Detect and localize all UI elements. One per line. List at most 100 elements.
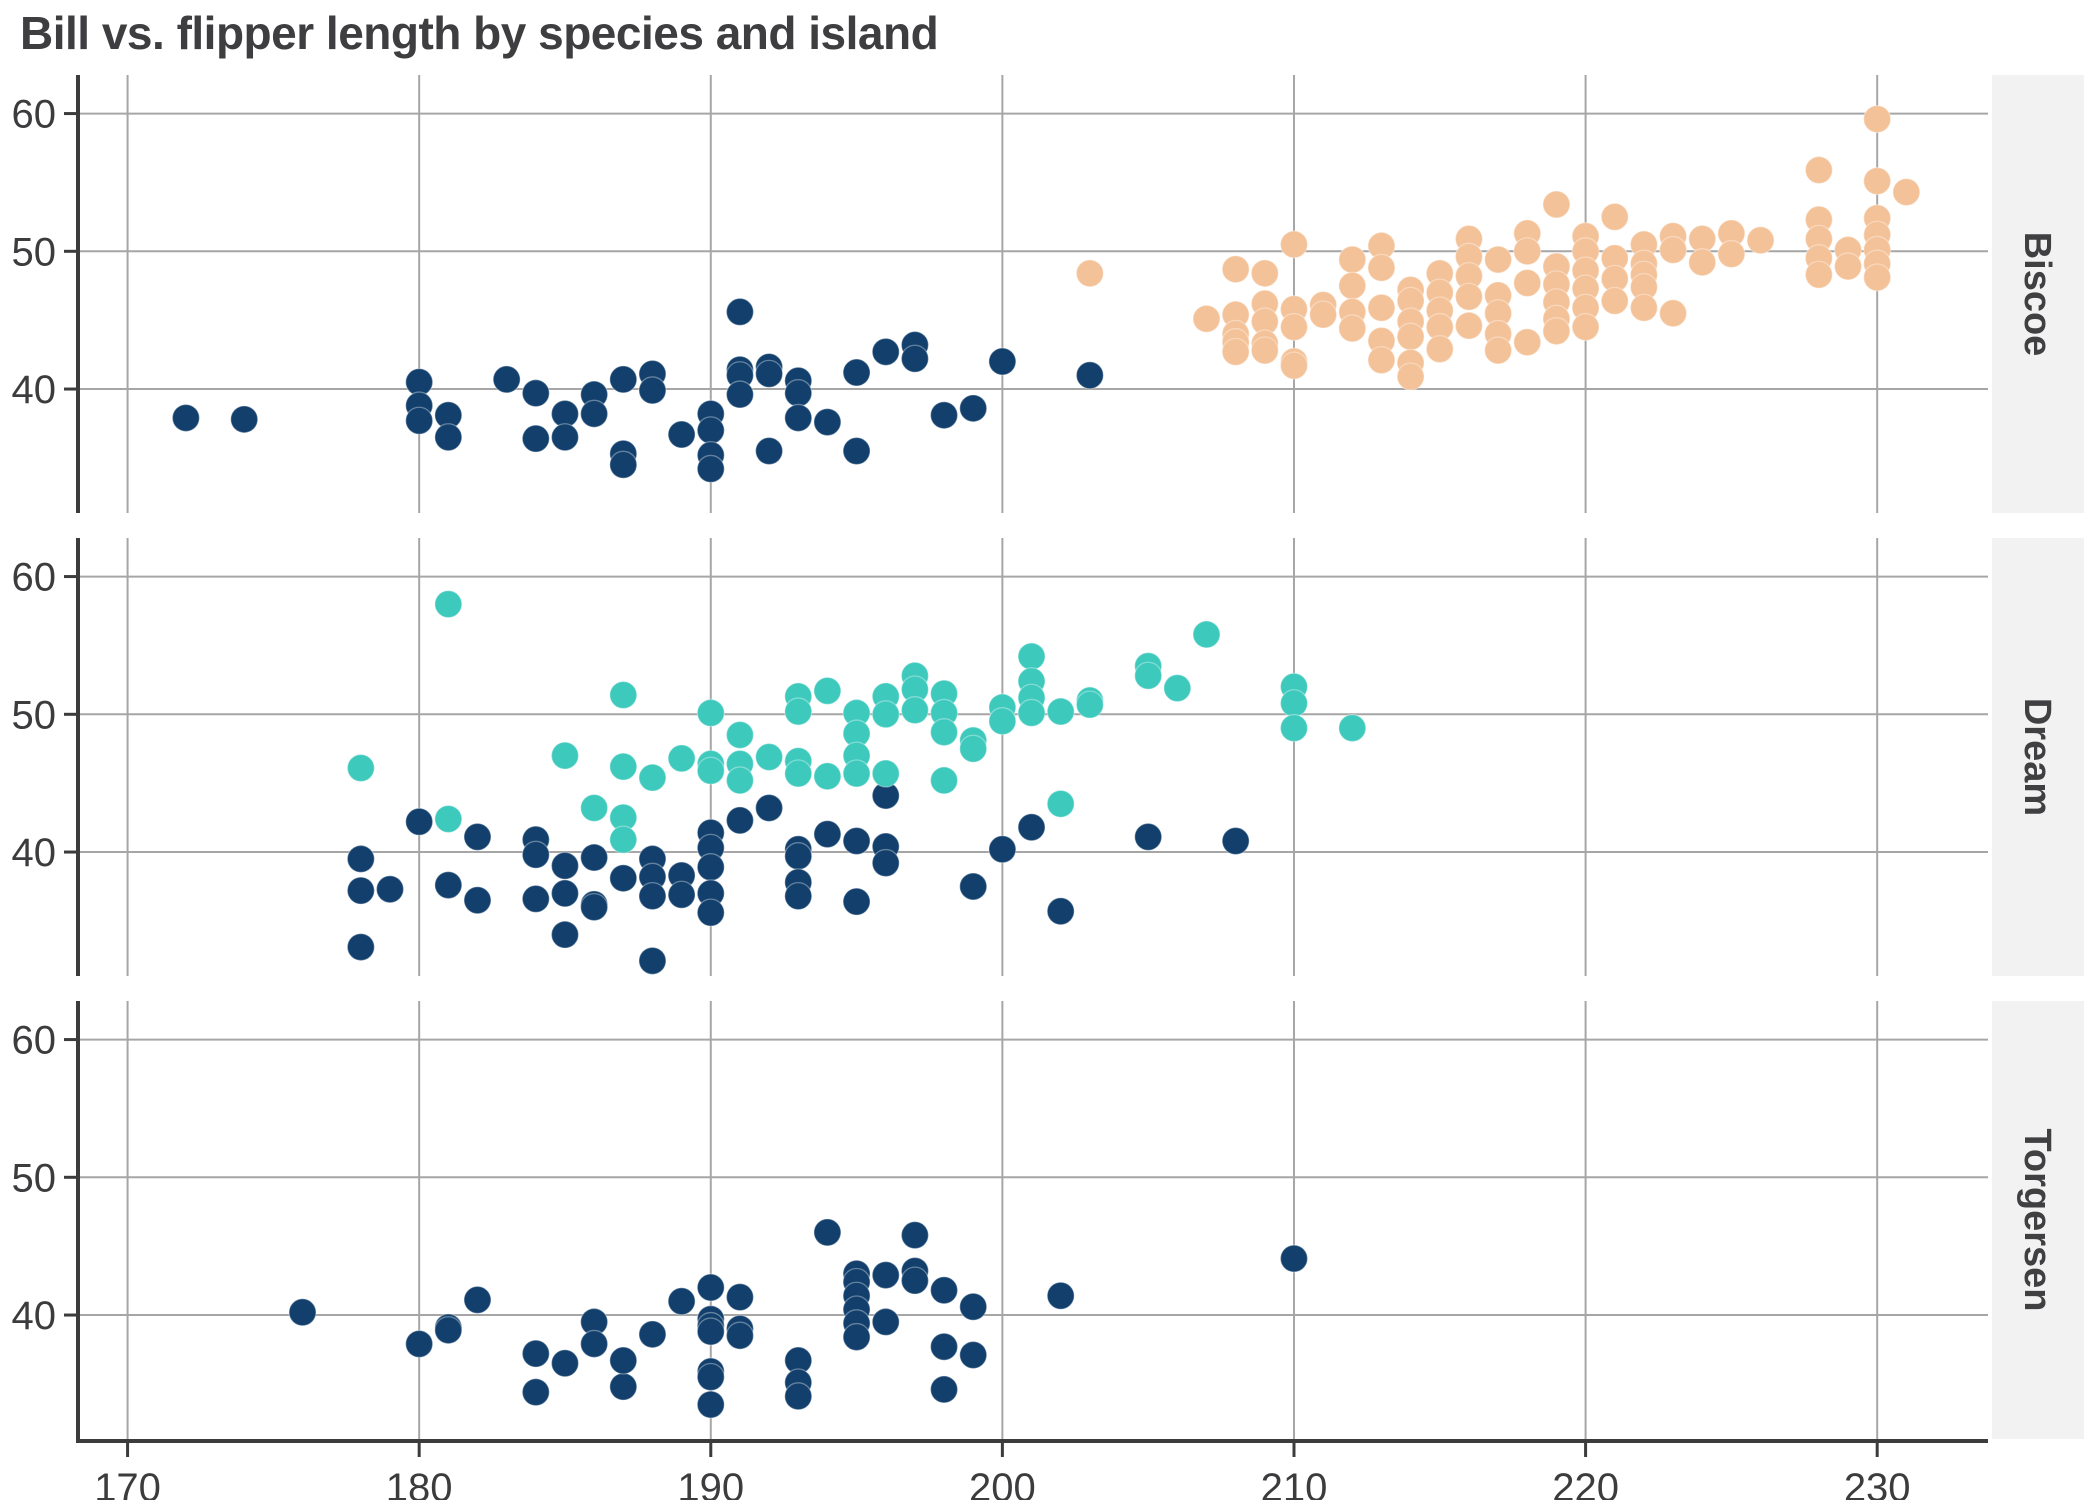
data-point: [463, 1285, 492, 1315]
data-point: [550, 741, 580, 770]
data-point: [1483, 245, 1513, 274]
data-point: [1017, 642, 1046, 671]
data-point: [375, 875, 405, 904]
data-point: [609, 365, 638, 394]
data-point: [1542, 317, 1571, 346]
data-point: [667, 420, 696, 449]
data-point: [521, 884, 550, 914]
data-point: [609, 1346, 638, 1375]
data-point: [1075, 690, 1105, 719]
data-point: [1279, 713, 1309, 743]
data-point: [1163, 673, 1192, 703]
data-point: [346, 876, 376, 905]
data-point: [1717, 239, 1746, 269]
data-point: [667, 880, 696, 909]
data-point: [550, 879, 580, 908]
data-point: [1279, 312, 1309, 342]
data-point: [959, 872, 988, 901]
data-point: [1046, 1281, 1075, 1310]
data-point: [346, 844, 376, 874]
chart-title: Bill vs. flipper length by species and i…: [20, 7, 939, 59]
data-point: [667, 744, 696, 773]
data-point: [638, 1320, 667, 1349]
data-point: [1338, 271, 1367, 300]
data-point: [900, 1221, 930, 1250]
data-point: [1600, 202, 1629, 232]
data-point: [871, 337, 900, 366]
y-tick-label: 60: [12, 556, 57, 600]
data-point: [813, 676, 842, 706]
data-point: [1017, 698, 1046, 728]
data-point: [929, 766, 959, 795]
data-point: [696, 698, 725, 728]
data-point: [929, 1276, 959, 1305]
data-point: [1017, 813, 1046, 842]
facet-strip-label-dream: Dream: [2016, 698, 2058, 816]
data-point: [725, 1321, 755, 1350]
data-point: [1279, 1244, 1309, 1273]
data-point: [784, 842, 813, 871]
data-point: [754, 359, 784, 389]
data-point: [871, 1260, 900, 1290]
data-point: [1338, 314, 1367, 343]
data-point: [1542, 190, 1571, 219]
data-point: [696, 898, 725, 927]
data-point: [405, 1329, 434, 1359]
data-point: [434, 1316, 463, 1345]
data-point: [1075, 259, 1105, 288]
data-point: [1746, 226, 1775, 255]
data-point: [1454, 311, 1484, 340]
data-point: [638, 763, 667, 792]
data-point: [1046, 697, 1075, 726]
data-point: [579, 843, 609, 872]
data-point: [521, 424, 550, 453]
y-tick-label: 50: [12, 1156, 57, 1200]
data-point: [871, 848, 900, 878]
data-point: [784, 1382, 813, 1411]
data-point: [1134, 822, 1163, 852]
data-point: [667, 1287, 696, 1316]
data-point: [1513, 328, 1542, 357]
data-point: [579, 399, 609, 428]
data-point: [1396, 362, 1425, 391]
data-point: [696, 756, 725, 785]
data-point: [725, 380, 755, 409]
data-point: [842, 1322, 871, 1352]
y-tick-label: 50: [12, 230, 57, 274]
x-tick-label: 200: [969, 1466, 1036, 1500]
data-point: [609, 864, 638, 893]
data-point: [871, 700, 900, 729]
data-point: [609, 752, 638, 781]
y-tick-label: 50: [12, 693, 57, 737]
data-point: [1804, 155, 1834, 185]
data-point: [900, 696, 930, 725]
data-point: [1134, 661, 1163, 690]
x-tick-label: 190: [677, 1466, 744, 1500]
data-point: [754, 742, 784, 772]
data-point: [609, 1372, 638, 1401]
data-point: [288, 1298, 317, 1327]
facet-strip-label-torgersen: Torgersen: [2016, 1128, 2058, 1311]
data-point: [434, 423, 463, 452]
y-tick-label: 60: [12, 1019, 57, 1063]
data-point: [696, 454, 725, 484]
data-point: [609, 450, 638, 479]
y-tick-label: 60: [12, 93, 57, 137]
data-point: [1338, 713, 1367, 743]
data-point: [1046, 897, 1075, 926]
data-point: [638, 946, 667, 975]
data-point: [1367, 253, 1396, 282]
data-point: [929, 718, 959, 747]
data-point: [1513, 237, 1542, 266]
x-tick-label: 230: [1844, 1466, 1911, 1500]
data-point: [1279, 351, 1309, 380]
data-point: [725, 806, 755, 835]
data-point: [1863, 263, 1892, 292]
data-point: [1221, 337, 1250, 366]
data-point: [959, 1340, 988, 1370]
data-point: [959, 394, 988, 423]
data-point: [1571, 312, 1600, 342]
data-point: [550, 851, 580, 880]
